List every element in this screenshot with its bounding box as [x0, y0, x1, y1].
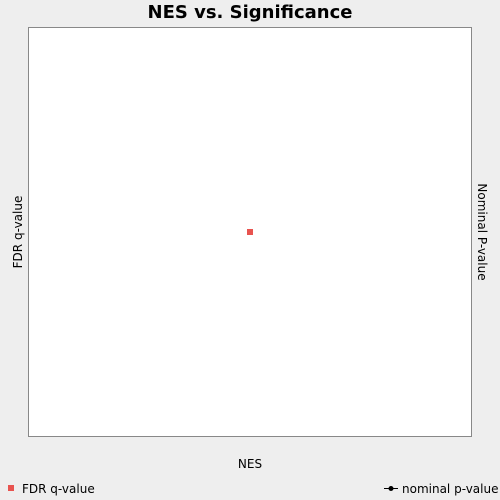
- legend-item-nominal: nominal p-value: [384, 482, 498, 496]
- y2-axis-label: Nominal P-value: [475, 183, 489, 280]
- legend-label-fdr: FDR q-value: [22, 482, 95, 496]
- legend-swatch-nominal-dot: [388, 486, 394, 491]
- y-axis-label: FDR q-value: [11, 196, 25, 269]
- x-axis-label: NES: [238, 457, 262, 471]
- chart-title: NES vs. Significance: [148, 2, 353, 23]
- legend-item-fdr: FDR q-value: [8, 482, 95, 496]
- points-layer: [247, 229, 253, 235]
- legend-swatch-fdr: [8, 485, 14, 491]
- data-point-0-0: [247, 229, 253, 235]
- legend-label-nominal: nominal p-value: [402, 482, 498, 496]
